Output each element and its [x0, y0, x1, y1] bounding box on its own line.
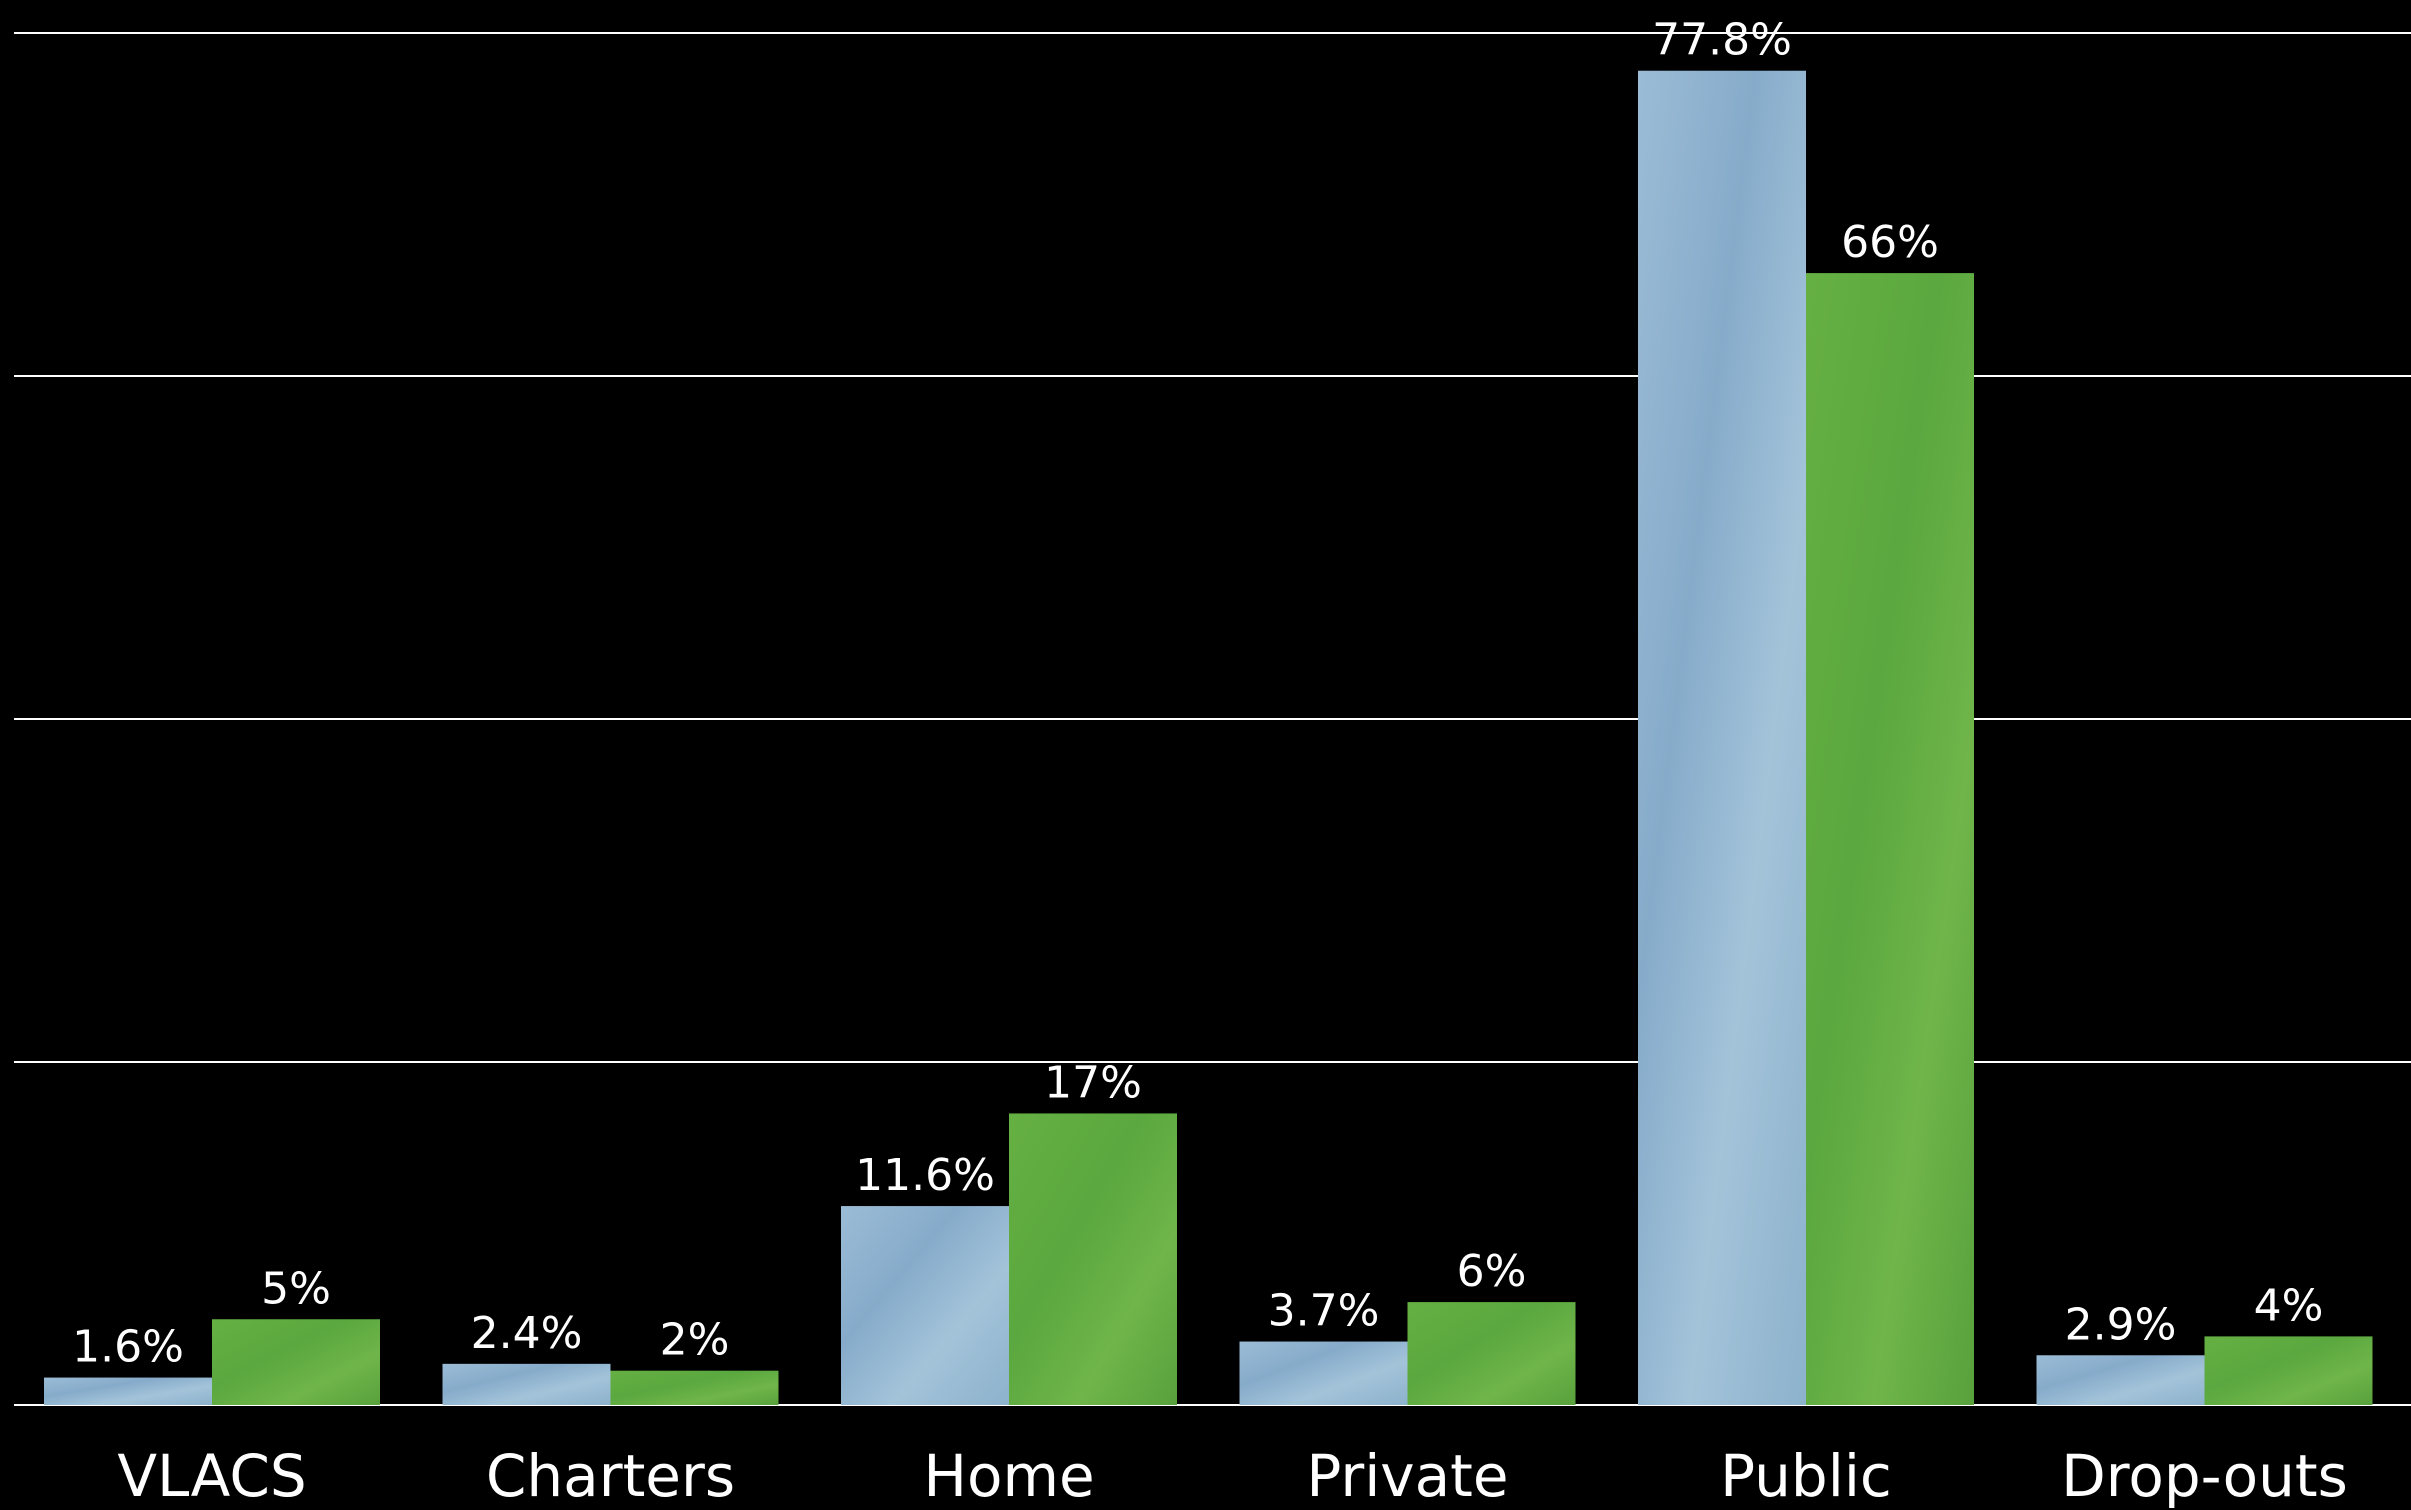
x-tick-label-home: Home	[923, 1442, 1094, 1510]
bar-home-series-2	[1009, 1113, 1177, 1405]
bar-home-series-1	[841, 1206, 1009, 1405]
x-tick-label-vlacs: VLACS	[117, 1442, 306, 1510]
data-label-drop-outs-series-2: 4%	[2254, 1280, 2324, 1331]
bar-vlacs-series-1	[44, 1377, 212, 1405]
data-label-charters-series-1: 2.4%	[471, 1308, 583, 1359]
data-label-vlacs-series-2: 5%	[261, 1263, 331, 1314]
data-label-public-series-2: 66%	[1841, 217, 1939, 268]
bar-public-series-2	[1806, 273, 1974, 1406]
x-axis-tick-labels: VLACS Charters Home Private Public Drop-outs	[117, 1442, 2348, 1510]
bar-vlacs-series-2	[212, 1319, 380, 1405]
bar-drop-outs-series-1	[2036, 1355, 2205, 1405]
data-label-vlacs-series-1: 1.6%	[72, 1322, 184, 1373]
data-label-charters-series-2: 2%	[660, 1315, 730, 1366]
x-tick-label-charters: Charters	[486, 1442, 735, 1510]
x-tick-label-drop-outs: Drop-outs	[2061, 1442, 2348, 1510]
data-label-private-series-2: 6%	[1457, 1246, 1527, 1297]
gridlines	[14, 32, 2411, 1406]
data-labels: 1.6% 5% 2.4% 2% 11.6% 17% 3.7% 6% 77.8% 66% 2.9% 4%	[72, 15, 2323, 1373]
bar-private-series-2	[1407, 1302, 1576, 1405]
bar-drop-outs-series-2	[2204, 1336, 2373, 1405]
data-label-home-series-1: 11.6%	[855, 1150, 995, 1201]
bar-public-series-1	[1638, 70, 1806, 1406]
bar-charters-series-1	[442, 1363, 611, 1405]
data-label-home-series-2: 17%	[1044, 1057, 1142, 1108]
data-label-private-series-1: 3.7%	[1268, 1286, 1380, 1337]
bar-charters-series-2	[610, 1370, 779, 1405]
x-tick-label-public: Public	[1720, 1442, 1892, 1510]
x-tick-label-private: Private	[1306, 1442, 1508, 1510]
data-label-drop-outs-series-1: 2.9%	[2065, 1299, 2177, 1350]
bar-private-series-1	[1239, 1341, 1408, 1405]
data-label-public-series-1: 77.8%	[1652, 15, 1792, 66]
bars	[44, 70, 2373, 1406]
